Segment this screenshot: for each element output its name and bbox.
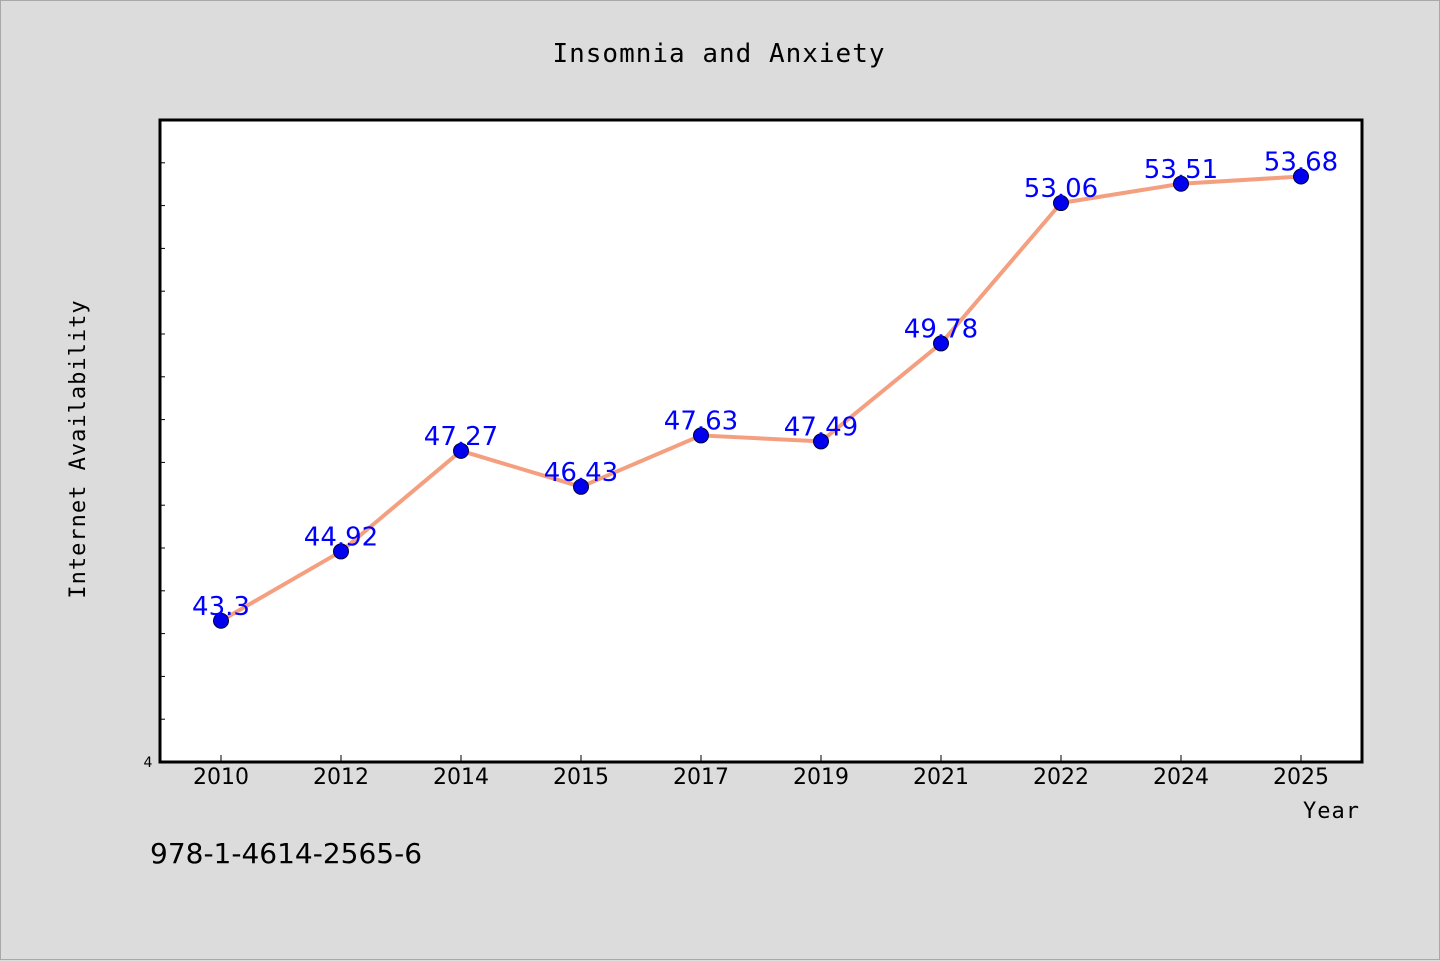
data-label: 47.49 <box>784 412 858 442</box>
x-axis-label: Year <box>1303 799 1360 824</box>
y-axis-min-label: 4 <box>144 755 153 771</box>
x-tick-label: 2015 <box>553 765 609 790</box>
x-tick-label: 2019 <box>793 765 849 790</box>
y-axis-label: Internet Availability <box>66 299 91 598</box>
data-point <box>333 543 349 560</box>
data-point <box>693 427 709 444</box>
x-tick-label: 2010 <box>193 765 249 790</box>
x-tick-label: 2012 <box>313 765 369 790</box>
data-point <box>1053 195 1069 212</box>
x-tick-label: 2021 <box>913 765 969 790</box>
x-axis-ticks: 2010 2012 2014 2015 2017 2019 2021 2022 2024 2025 <box>193 755 1329 790</box>
x-tick-label: 2024 <box>1153 765 1209 790</box>
data-label: 47.63 <box>664 406 738 436</box>
y-axis-ticks <box>160 162 165 720</box>
data-point <box>1173 175 1189 192</box>
data-point <box>213 612 229 629</box>
x-tick-label: 2022 <box>1033 765 1089 790</box>
isbn-footer: 978-1-4614-2565-6 <box>150 837 422 870</box>
x-tick-label: 2025 <box>1273 765 1329 790</box>
data-point <box>573 478 589 495</box>
data-label: 46.43 <box>544 458 618 488</box>
plot-area <box>158 118 1364 764</box>
data-point <box>813 433 829 450</box>
chart-title: Insomnia and Anxiety <box>552 39 885 69</box>
data-label: 43.3 <box>192 592 250 622</box>
data-label: 44.92 <box>304 522 378 552</box>
series-line <box>219 174 1303 623</box>
data-label: 53.68 <box>1264 147 1338 177</box>
data-point <box>453 442 469 459</box>
series-layer: 43.3 44.92 47.27 46.43 47.63 47.49 49.78 53.06 5… <box>192 147 1338 629</box>
data-label: 53.06 <box>1024 174 1098 204</box>
x-tick-label: 2017 <box>673 765 729 790</box>
data-point <box>1293 168 1309 185</box>
x-tick-label: 2014 <box>433 765 489 790</box>
data-label: 53.51 <box>1144 155 1218 185</box>
data-label: 49.78 <box>904 314 978 344</box>
data-point <box>933 335 949 352</box>
data-label: 47.27 <box>424 422 498 452</box>
